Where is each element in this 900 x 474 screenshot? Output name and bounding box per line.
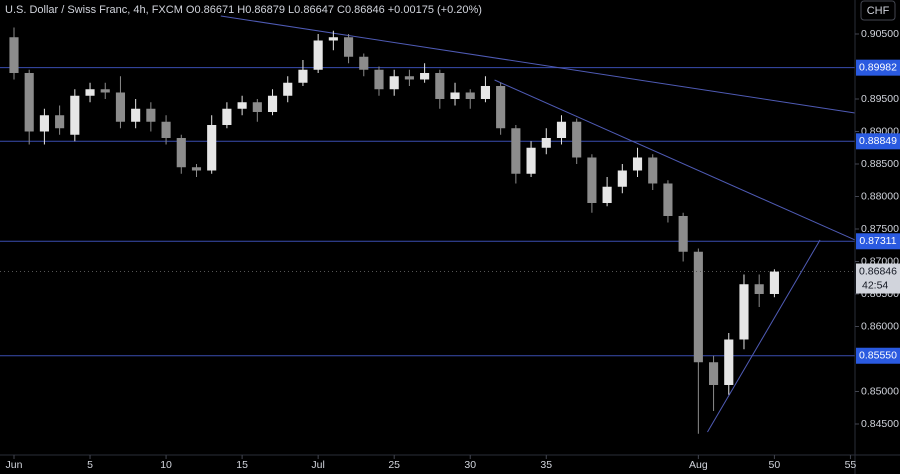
x-tick-label: 30 — [464, 459, 476, 471]
candle-body — [526, 147, 536, 174]
x-tick-label: Jul — [311, 459, 324, 471]
last-price-label: 0.86846 — [859, 265, 897, 277]
candle-body — [709, 362, 719, 385]
last-price-box — [856, 263, 900, 294]
trendline — [707, 239, 821, 433]
candle-body — [313, 40, 323, 70]
y-tick-label: 0.88000 — [861, 190, 899, 202]
level-label-box — [856, 133, 900, 150]
candle-body — [9, 37, 19, 73]
trendline — [220, 15, 856, 114]
candle-body — [146, 108, 156, 122]
candle-body — [617, 170, 627, 187]
candle-body — [328, 37, 338, 41]
x-tick-label: 35 — [540, 459, 552, 471]
candle-body — [435, 72, 445, 99]
candle-body — [678, 215, 688, 252]
candle-body — [572, 121, 582, 158]
candle-body — [344, 37, 354, 57]
candle-body — [374, 69, 384, 90]
candle-body — [298, 69, 308, 83]
candle-body — [55, 115, 65, 129]
level-label: 0.89982 — [859, 61, 897, 73]
candle-body — [161, 121, 171, 138]
candle-body — [283, 82, 293, 96]
candle-body — [207, 124, 217, 171]
candle-body — [237, 102, 247, 109]
level-label-box — [856, 233, 900, 250]
candle-body — [176, 137, 186, 168]
y-tick-label: 0.86000 — [861, 320, 899, 332]
candle-body — [587, 157, 597, 203]
x-tick-label: Jun — [6, 459, 23, 471]
currency-button[interactable] — [860, 0, 896, 21]
x-tick-label: 10 — [160, 459, 172, 471]
x-tick-label: Aug — [689, 459, 708, 471]
candle-body — [39, 115, 49, 132]
currency-label[interactable]: CHF — [867, 5, 890, 17]
candle-body — [693, 251, 703, 363]
candle-body — [724, 339, 734, 385]
level-label: 0.85550 — [859, 350, 897, 362]
candle-body — [70, 95, 80, 135]
y-tick-label: 0.85000 — [861, 385, 899, 397]
candle-body — [359, 56, 369, 70]
candle-body — [191, 167, 202, 171]
candle-body — [404, 76, 414, 80]
candle-body — [496, 85, 506, 129]
candle-body — [450, 92, 460, 99]
candle-body — [131, 108, 141, 122]
candle-body — [556, 121, 567, 138]
y-tick-label: 0.87500 — [861, 223, 899, 235]
y-tick-label: 0.89500 — [861, 93, 899, 105]
candle-body — [648, 157, 658, 184]
candle-body — [739, 284, 749, 340]
y-tick-label: 0.88500 — [861, 158, 899, 170]
x-tick-label: 50 — [769, 459, 781, 471]
x-tick-label: 15 — [236, 459, 248, 471]
x-tick-label: 25 — [388, 459, 400, 471]
candle-body — [754, 284, 764, 294]
candle-body — [222, 108, 232, 125]
countdown-label: 42:54 — [862, 279, 888, 291]
y-tick-label: 0.90500 — [861, 28, 899, 40]
candle-body — [480, 85, 491, 99]
candle-body — [602, 186, 612, 203]
candle-body — [24, 72, 34, 132]
trendline — [494, 79, 856, 241]
candle-body — [115, 92, 126, 122]
candle-body — [769, 271, 779, 294]
candle-body — [100, 89, 110, 93]
level-label-box — [856, 347, 900, 364]
candle-body — [420, 72, 430, 80]
x-tick-label: 55 — [845, 459, 857, 471]
candle-body — [511, 128, 521, 174]
candle-body — [663, 183, 673, 216]
x-tick-label: 5 — [87, 459, 93, 471]
y-tick-label: 0.84500 — [861, 418, 899, 430]
level-label-box — [856, 59, 900, 76]
candle-body — [85, 89, 95, 96]
candle-body — [541, 137, 551, 148]
candle-body — [465, 92, 475, 99]
chart-title: U.S. Dollar / Swiss Franc, 4h, FXCM O0.8… — [5, 4, 482, 16]
level-label: 0.88849 — [859, 135, 897, 147]
candle-body — [389, 76, 399, 90]
candle-body — [632, 157, 643, 171]
candle-body — [252, 102, 262, 112]
level-label: 0.87311 — [859, 235, 896, 247]
candle-body — [267, 95, 278, 112]
